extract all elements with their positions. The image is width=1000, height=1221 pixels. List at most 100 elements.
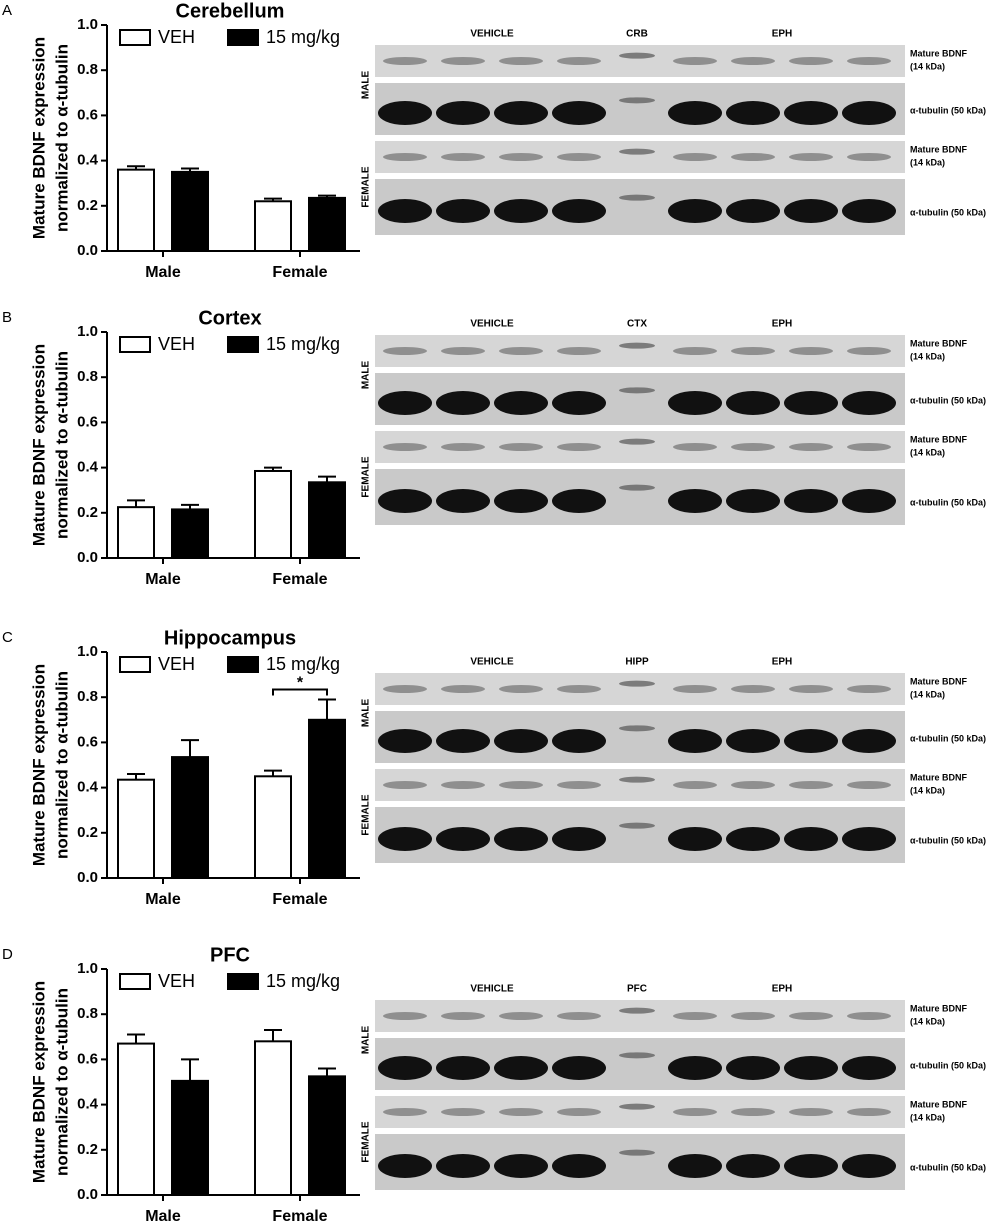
bdnf-band bbox=[383, 1012, 427, 1020]
tubulin-band bbox=[726, 729, 780, 753]
tubulin-band bbox=[378, 199, 432, 223]
legend-swatch bbox=[227, 336, 259, 353]
marker-band bbox=[619, 97, 655, 104]
tubulin-band bbox=[436, 391, 490, 415]
y-tick-label: 0.4 bbox=[77, 1096, 99, 1113]
tubulin-band bbox=[842, 489, 896, 513]
bdnf-label: Mature BDNF bbox=[910, 48, 968, 58]
chart-title: Cortex bbox=[198, 307, 261, 329]
bdnf-band bbox=[441, 443, 485, 451]
bdnf-band bbox=[673, 153, 717, 161]
tubulin-label: α-tubulin (50 kDa) bbox=[910, 1060, 986, 1070]
legend-swatch bbox=[119, 973, 151, 990]
blot-group-label: VEHICLE bbox=[470, 29, 514, 40]
bdnf-band bbox=[383, 57, 427, 65]
bdnf-label: (14 kDa) bbox=[910, 447, 945, 457]
tubulin-band bbox=[494, 101, 548, 125]
chart-title: Cerebellum bbox=[176, 0, 285, 22]
tubulin-band bbox=[668, 1056, 722, 1080]
bdnf-band bbox=[847, 443, 891, 451]
x-tick-label: Male bbox=[145, 1208, 181, 1221]
tubulin-band bbox=[726, 391, 780, 415]
tubulin-band bbox=[378, 1154, 432, 1178]
bdnf-band bbox=[383, 443, 427, 451]
marker-band bbox=[619, 438, 655, 445]
y-tick-label: 0.2 bbox=[77, 197, 98, 214]
y-axis-label: normalized to α-tubulin bbox=[52, 671, 71, 859]
tubulin-band bbox=[436, 199, 490, 223]
y-tick-label: 1.0 bbox=[77, 16, 98, 33]
blot-row-label: MALE bbox=[361, 71, 372, 100]
tubulin-band bbox=[552, 199, 606, 223]
bdnf-band bbox=[731, 57, 775, 65]
tubulin-band bbox=[726, 1154, 780, 1178]
tubulin-label: α-tubulin (50 kDa) bbox=[910, 733, 986, 743]
legend-swatch bbox=[227, 656, 259, 673]
bdnf-band bbox=[731, 1012, 775, 1020]
bdnf-band bbox=[499, 781, 543, 789]
tubulin-label: α-tubulin (50 kDa) bbox=[910, 497, 986, 507]
tubulin-band bbox=[668, 827, 722, 851]
blot-group-label: EPH bbox=[772, 657, 793, 668]
bdnf-band bbox=[557, 1108, 601, 1116]
tubulin-band bbox=[784, 101, 838, 125]
tubulin-band bbox=[494, 489, 548, 513]
y-tick-label: 0.0 bbox=[77, 1186, 98, 1203]
bdnf-band bbox=[847, 347, 891, 355]
bdnf-band bbox=[557, 685, 601, 693]
blot-row-label: MALE bbox=[361, 361, 372, 390]
blot-row-label: FEMALE bbox=[361, 794, 372, 835]
panel-letter: D bbox=[2, 946, 13, 963]
x-tick-label: Male bbox=[145, 571, 181, 588]
significance-bracket bbox=[272, 688, 328, 696]
y-tick-label: 0.4 bbox=[77, 459, 99, 476]
tubulin-band bbox=[842, 729, 896, 753]
tubulin-band bbox=[668, 1154, 722, 1178]
blot-group-label: CRB bbox=[626, 29, 648, 40]
x-tick-label: Female bbox=[272, 264, 327, 281]
tubulin-band bbox=[378, 729, 432, 753]
bdnf-band bbox=[789, 1108, 833, 1116]
bdnf-band bbox=[557, 1012, 601, 1020]
panel-letter: C bbox=[2, 629, 13, 646]
blot-row-label: MALE bbox=[361, 1026, 372, 1055]
blot-group-label: HIPP bbox=[625, 657, 649, 668]
marker-band bbox=[619, 1052, 655, 1059]
bdnf-band bbox=[789, 347, 833, 355]
bdnf-band bbox=[731, 685, 775, 693]
tubulin-band bbox=[784, 1154, 838, 1178]
y-tick-label: 0.4 bbox=[77, 152, 99, 169]
bdnf-band bbox=[847, 153, 891, 161]
bdnf-band bbox=[731, 153, 775, 161]
tubulin-band bbox=[726, 489, 780, 513]
blot-row-label: FEMALE bbox=[361, 1121, 372, 1162]
tubulin-band bbox=[552, 391, 606, 415]
marker-band bbox=[619, 342, 655, 349]
bdnf-band bbox=[673, 57, 717, 65]
legend-swatch bbox=[227, 973, 259, 990]
blot-image bbox=[375, 1000, 905, 1190]
bdnf-band bbox=[789, 685, 833, 693]
bdnf-label: Mature BDNF bbox=[910, 434, 968, 444]
blot-image bbox=[375, 673, 905, 863]
bar bbox=[254, 1040, 292, 1196]
significance-label: * bbox=[297, 675, 304, 692]
legend-swatch bbox=[227, 29, 259, 46]
bdnf-band bbox=[499, 685, 543, 693]
legend-label: VEH bbox=[158, 971, 195, 991]
bdnf-band bbox=[673, 781, 717, 789]
tubulin-band bbox=[436, 1154, 490, 1178]
tubulin-band bbox=[784, 729, 838, 753]
y-tick-label: 0.4 bbox=[77, 779, 99, 796]
bdnf-band bbox=[383, 347, 427, 355]
bar bbox=[308, 1075, 346, 1196]
bdnf-label: Mature BDNF bbox=[910, 1003, 968, 1013]
blot-group-label: EPH bbox=[772, 984, 793, 995]
tubulin-band bbox=[784, 489, 838, 513]
bdnf-band bbox=[557, 443, 601, 451]
y-axis-label: Mature BDNF expression bbox=[29, 37, 48, 239]
y-axis-label: normalized to α-tubulin bbox=[52, 351, 71, 539]
bar bbox=[308, 718, 346, 879]
y-tick-label: 0.0 bbox=[77, 549, 98, 566]
y-tick-label: 0.8 bbox=[77, 688, 98, 705]
